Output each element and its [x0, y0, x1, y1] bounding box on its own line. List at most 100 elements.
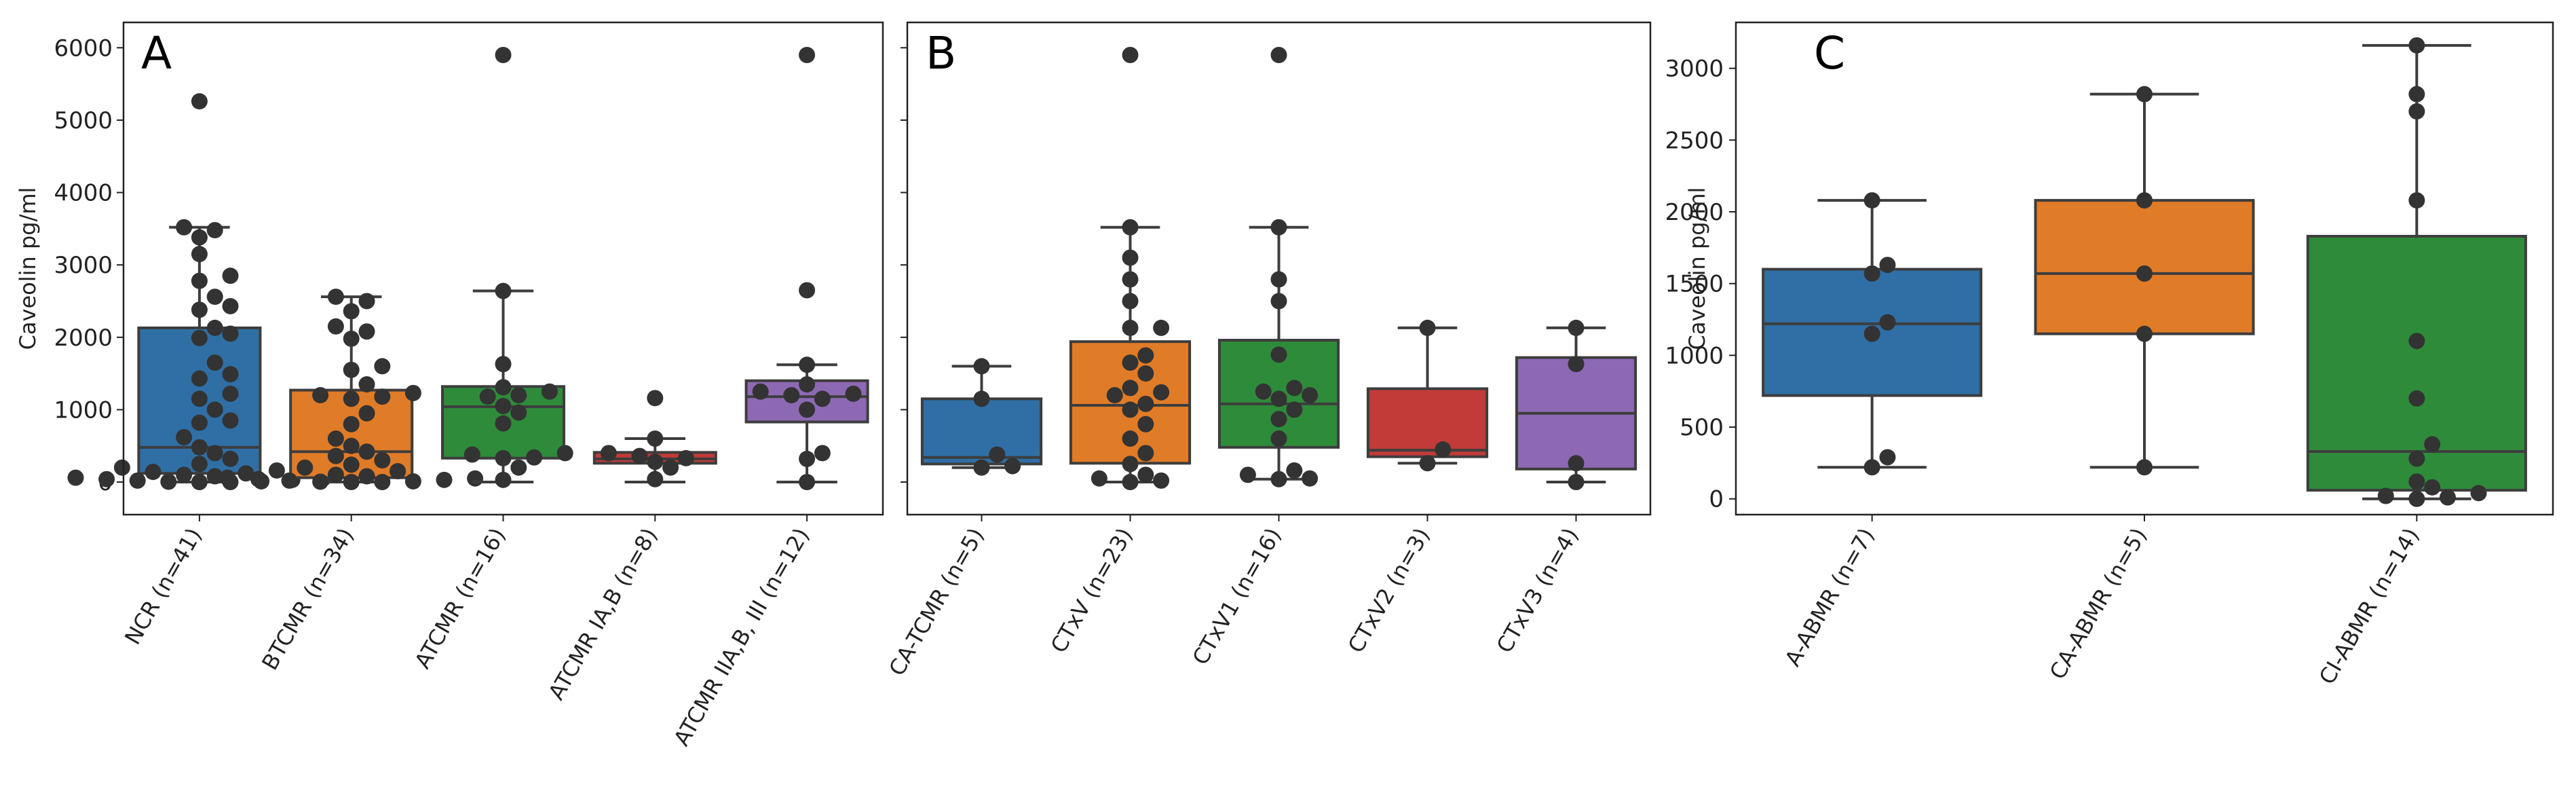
box-3 — [440, 46, 573, 488]
data-point — [783, 387, 800, 404]
data-point — [113, 459, 130, 476]
data-point — [238, 465, 254, 482]
box-4 — [1366, 319, 1489, 472]
data-point — [145, 464, 162, 481]
data-point — [647, 430, 664, 447]
data-point — [1270, 411, 1287, 428]
data-point — [2408, 333, 2425, 350]
data-point — [176, 466, 193, 483]
data-point — [191, 246, 208, 263]
data-point — [1137, 466, 1154, 483]
category-label: CTxV1 (n=16) — [1188, 523, 1287, 669]
y-tick-label: 1000 — [1665, 342, 1724, 369]
data-point — [436, 471, 453, 488]
data-point — [1137, 395, 1154, 412]
data-point — [191, 272, 208, 289]
data-point — [463, 446, 480, 463]
data-point — [662, 459, 679, 476]
data-point — [191, 93, 208, 110]
data-point — [1419, 319, 1436, 336]
data-point — [556, 445, 573, 462]
data-point — [191, 456, 208, 473]
data-point — [1004, 458, 1021, 475]
data-point — [799, 376, 816, 393]
y-tick-label: 5000 — [54, 107, 113, 134]
data-point — [358, 293, 375, 310]
data-point — [2136, 192, 2153, 209]
box-2 — [1069, 46, 1192, 491]
category-label: ATCMR IA,B (n=8) — [544, 523, 663, 704]
y-axis-label: Caveolin pg/ml — [1684, 187, 1710, 350]
data-point — [206, 289, 223, 306]
box-4 — [592, 390, 717, 487]
y-tick-label: 500 — [1680, 414, 1724, 441]
data-point — [1270, 390, 1287, 407]
data-point — [191, 370, 208, 387]
data-point — [358, 443, 375, 460]
category-label: CI-ABMR (n=14) — [2314, 523, 2425, 689]
data-point — [374, 452, 391, 469]
data-point — [973, 390, 990, 407]
data-point — [206, 319, 223, 336]
data-point — [1122, 46, 1139, 63]
data-point — [297, 459, 314, 476]
data-point — [2377, 487, 2394, 504]
data-point — [510, 459, 527, 476]
data-point — [343, 390, 360, 407]
data-point — [510, 404, 527, 421]
data-point — [1302, 387, 1319, 404]
data-point — [191, 474, 208, 491]
data-point — [600, 445, 617, 462]
data-point — [2424, 436, 2441, 453]
panel-c: 0 500 1000 1500 2000 2500 3000 Caveolin pg/ml A-… — [1665, 21, 2554, 689]
box-1 — [67, 93, 332, 491]
data-point — [1568, 319, 1585, 336]
data-point — [2408, 473, 2425, 490]
data-point — [312, 473, 329, 490]
data-point — [1153, 472, 1170, 489]
data-point — [1122, 430, 1139, 447]
data-point — [1286, 462, 1303, 479]
iqr-box — [920, 397, 1043, 466]
data-point — [2408, 103, 2425, 120]
data-point — [312, 387, 329, 404]
data-point — [343, 361, 360, 378]
data-point — [374, 474, 391, 491]
data-point — [2470, 485, 2487, 502]
data-point — [1122, 474, 1139, 491]
data-point — [1879, 449, 1896, 466]
data-point — [495, 46, 512, 63]
data-point — [327, 430, 344, 447]
data-point — [495, 449, 512, 466]
data-point — [1419, 455, 1436, 472]
data-point — [1270, 219, 1287, 236]
data-point — [1863, 265, 1880, 282]
data-point — [160, 473, 177, 490]
data-point — [1153, 319, 1170, 336]
data-point — [495, 356, 512, 373]
data-point — [2136, 459, 2153, 476]
data-point — [467, 470, 484, 487]
data-point — [1270, 471, 1287, 487]
category-label: A-ABMR (n=7) — [1780, 523, 1880, 671]
data-point — [206, 354, 223, 371]
y-tick-label: 4000 — [54, 180, 113, 207]
y-tick-label: 1500 — [1665, 271, 1724, 298]
y-tick-label: 2500 — [1665, 127, 1724, 154]
iqr-box — [1366, 387, 1489, 458]
box-1 — [920, 358, 1043, 476]
data-point — [343, 303, 360, 320]
data-point — [1568, 455, 1585, 472]
data-point — [343, 456, 360, 473]
data-point — [1270, 293, 1287, 310]
data-point — [250, 471, 267, 487]
data-point — [2408, 192, 2425, 209]
data-point — [191, 229, 208, 246]
data-point — [222, 268, 239, 284]
data-point — [1122, 249, 1139, 266]
data-point — [647, 471, 664, 487]
data-point — [1122, 293, 1139, 310]
data-point — [404, 384, 421, 401]
box-5 — [744, 46, 869, 491]
data-point — [1122, 271, 1139, 288]
